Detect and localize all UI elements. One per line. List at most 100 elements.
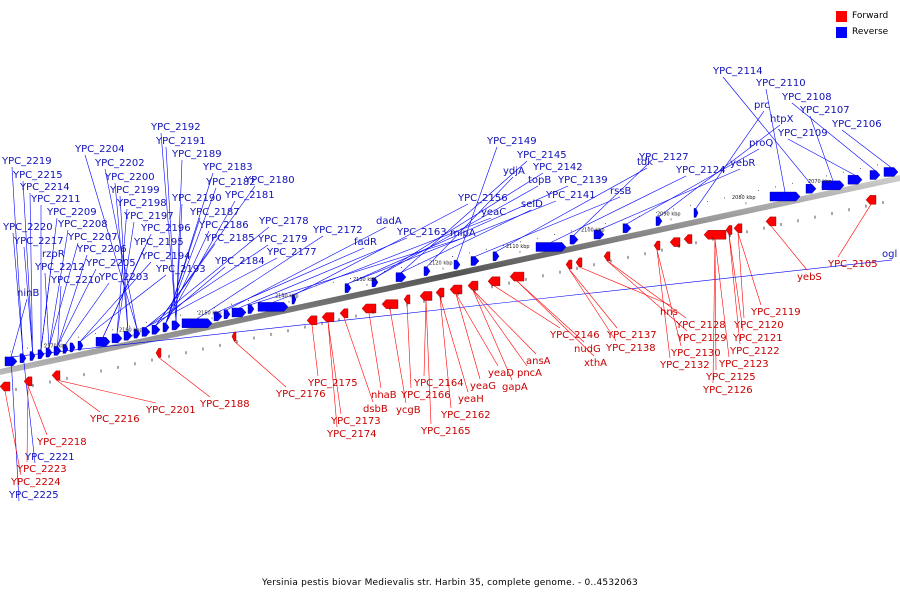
legend-forward-label: Forward	[852, 11, 889, 21]
reverse-gene-arrow	[223, 309, 231, 319]
reverse-gene-arrow	[569, 234, 579, 245]
forward-gene-arrow	[733, 223, 743, 233]
reverse-swatch	[836, 26, 847, 38]
reverse-leader-line	[658, 124, 781, 217]
forward-gene-label: YPC_2218	[36, 437, 87, 448]
forward-leader-line	[568, 268, 617, 342]
reverse-gene-arrow	[371, 277, 379, 288]
reverse-leader-line	[238, 237, 408, 309]
reverse-gene-arrow	[344, 283, 352, 293]
forward-leader-line	[27, 385, 48, 436]
reverse-leader-line	[196, 235, 324, 320]
reverse-leader-line	[426, 176, 514, 267]
reverse-gene-label: YPC_2114	[712, 66, 763, 77]
reverse-gene-label: YPC_2207	[67, 232, 118, 243]
reverse-leader-line	[175, 159, 183, 321]
tick-label: 2070 kbp	[808, 179, 832, 185]
reverse-leader-line	[114, 182, 129, 332]
forward-gene-label: YPC_2121	[732, 333, 783, 344]
reverse-gene-label: YPC_2204	[74, 144, 125, 155]
reverse-gene-label: YPC_2203	[98, 272, 149, 283]
reverse-gene-arrow	[257, 302, 289, 312]
reverse-leader-line	[10, 298, 28, 358]
reverse-gene-label: YPC_2211	[30, 194, 81, 205]
reverse-gene-label: YPC_2193	[155, 264, 206, 275]
reverse-leader-line	[809, 115, 834, 181]
forward-gene-arrow	[155, 348, 162, 358]
reverse-leader-line	[65, 282, 110, 345]
reverse-leader-line	[347, 185, 569, 284]
legend-reverse: Reverse	[836, 25, 900, 39]
forward-leader-line	[714, 239, 717, 371]
reverse-leader-line	[626, 148, 760, 224]
reverse-leader-line	[400, 209, 532, 273]
reverse-gene-arrow	[69, 342, 76, 353]
gene-features	[0, 167, 899, 392]
forward-leader-line	[55, 379, 157, 404]
forward-gene-arrow	[765, 216, 777, 227]
forward-gene-label: YPC_2176	[275, 389, 326, 400]
reverse-gene-label: YPC_2206	[76, 244, 127, 255]
reverse-gene-arrow	[593, 229, 605, 240]
reverse-gene-arrow	[181, 318, 213, 328]
tick-label: 2080 kbp	[732, 195, 756, 201]
reverse-gene-label: YPC_2221	[24, 452, 75, 463]
forward-gene-label: pncA	[517, 368, 542, 379]
reverse-leader-line	[84, 154, 138, 330]
forward-leader-line	[233, 340, 287, 388]
reverse-gene-label: YPC_2108	[781, 92, 832, 103]
reverse-leader-line	[791, 102, 876, 171]
forward-gene-label: YPC_2166	[400, 390, 451, 401]
forward-gene-arrow	[725, 225, 733, 235]
reverse-gene-label: htpX	[770, 114, 794, 125]
forward-gene-label: YPC_2128	[675, 320, 726, 331]
reverse-gene-label: YPC_2185	[204, 233, 255, 244]
reverse-leader-line	[11, 166, 24, 354]
reverse-leader-line	[573, 162, 650, 236]
reverse-gene-label: YPC_2156	[457, 193, 508, 204]
forward-leader-line	[712, 239, 716, 384]
reverse-gene-label: YPC_2194	[140, 251, 191, 262]
forward-gene-arrow	[865, 195, 877, 205]
forward-leader-line	[158, 357, 211, 398]
forward-leader-line	[425, 300, 432, 425]
reverse-gene-arrow	[45, 347, 53, 358]
reverse-leader-line	[474, 196, 621, 257]
forward-leader-line	[389, 308, 407, 404]
forward-leader-line	[472, 290, 513, 381]
reverse-gene-label: YPC_2142	[532, 162, 583, 173]
reverse-gene-arrow	[37, 349, 45, 360]
reverse-gene-label: YPC_2210	[50, 275, 101, 286]
reverse-leader-line	[598, 168, 741, 231]
forward-gene-arrow	[435, 287, 445, 298]
axis-ticks: 2170 kbp 2160 kbp 2150 kbp 2140 kbp 2130 kbp…	[10, 164, 884, 391]
forward-gene-arrow	[381, 299, 399, 309]
reverse-gene-label: tdk	[637, 157, 653, 168]
reverse-gene-label: YPC_2205	[85, 258, 136, 269]
reverse-gene-label: proQ	[749, 138, 773, 149]
reverse-gene-label: YPC_2163	[396, 227, 447, 238]
forward-leader-line	[837, 204, 872, 258]
forward-gene-label: YPC_2146	[549, 330, 600, 341]
tick-label: 2110 kbp	[506, 244, 530, 250]
forward-leader-line	[423, 300, 427, 377]
reverse-gene-arrow	[133, 328, 141, 339]
reverse-gene-label: YPC_2127	[638, 152, 689, 163]
forward-gene-arrow	[575, 257, 583, 268]
forward-leader-line	[439, 296, 452, 409]
reverse-leader-line	[80, 274, 167, 342]
reverse-leader-line	[722, 76, 812, 185]
forward-gene-arrow	[449, 284, 463, 295]
forward-gene-label: yeaG	[470, 381, 496, 392]
forward-swatch	[836, 10, 847, 22]
reverse-gene-arrow	[141, 327, 151, 337]
reverse-gene-label: YPC_2187	[189, 207, 240, 218]
forward-gene-arrow	[565, 259, 573, 270]
reverse-gene-label: YPC_2195	[133, 237, 184, 248]
reverse-gene-label: YPC_2189	[171, 149, 222, 160]
tick-label: 2140 kbp	[275, 294, 299, 300]
reverse-gene-label: YPC_2190	[171, 193, 222, 204]
reverse-gene-arrow	[111, 333, 123, 344]
